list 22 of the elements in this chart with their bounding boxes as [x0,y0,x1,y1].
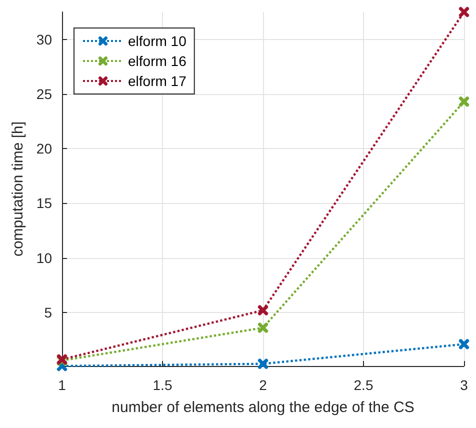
x-axis-title: number of elements along the edge of the CS [112,399,414,416]
y-tick-label: 15 [36,195,52,212]
point [257,322,269,334]
y-tick-label: 30 [36,31,52,48]
legend-label: elform 10 [128,33,187,49]
point [257,304,269,316]
y-tick-label: 20 [36,140,52,157]
y-tick-label: 25 [36,86,52,102]
y-tick-label: 5 [44,304,52,320]
point [458,6,470,18]
legend-label: elform 16 [128,53,187,69]
y-axis-title: computation time [h] [10,121,27,257]
x-tick-label: 1.5 [152,377,172,393]
point [458,96,470,108]
x-tick-label: 1 [58,377,66,393]
y-tick-label: 10 [36,250,52,266]
x-tick-label: 2 [259,377,268,393]
legend-label: elform 17 [128,73,187,89]
point [257,358,269,370]
x-tick-label: 2.5 [354,377,374,393]
point [458,338,470,350]
x-tick-label: 3 [460,377,468,393]
